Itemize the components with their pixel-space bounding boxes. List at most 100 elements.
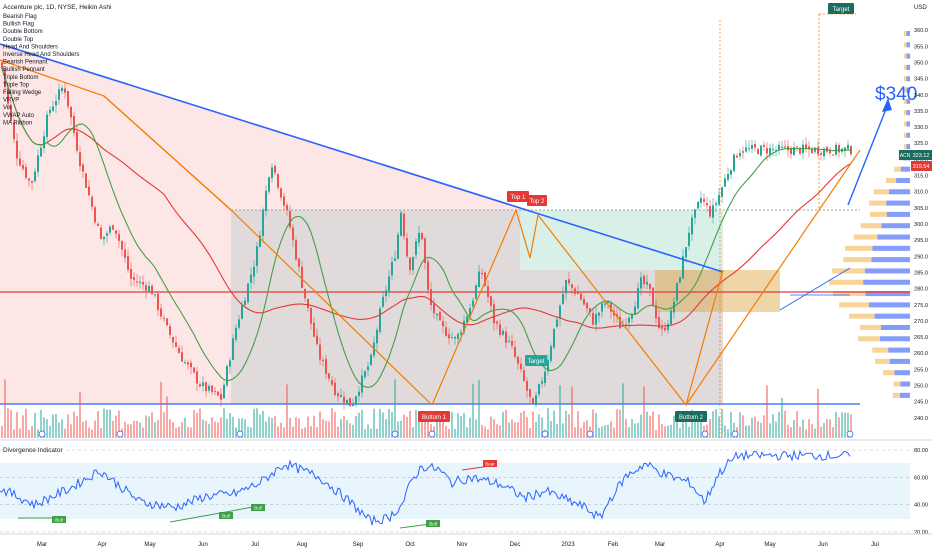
candle-body <box>130 268 132 279</box>
symbol-title: Accenture plc, 1D, NYSE, Heikin Ashi <box>3 4 111 11</box>
legend-item[interactable]: VRVP <box>3 98 19 104</box>
volume-bar <box>670 424 672 438</box>
candle-body <box>694 209 696 218</box>
event-marker[interactable] <box>116 430 124 438</box>
price-tick: 300.0 <box>914 222 928 228</box>
oscillator-levels <box>0 449 910 533</box>
candle-body <box>625 324 627 326</box>
ticker-badge-text: ACN <box>900 153 911 159</box>
candle-body <box>454 337 456 339</box>
volume-bar <box>460 415 462 438</box>
volume-bar <box>106 409 108 438</box>
descending-trendline <box>0 43 724 273</box>
volume-bar <box>217 422 219 438</box>
candle-body <box>34 171 36 182</box>
candle-body <box>355 396 357 404</box>
legend-item[interactable]: Bearish Pennant <box>3 60 48 66</box>
volume-bar <box>844 412 846 438</box>
volume-bar <box>247 426 249 438</box>
event-marker[interactable] <box>731 430 739 438</box>
time-tick: 2023 <box>561 542 575 548</box>
profile-row-down <box>904 144 907 150</box>
legend-item[interactable]: VWAP Auto <box>3 113 35 119</box>
candle-body <box>643 275 645 285</box>
profile-row-down <box>860 223 882 229</box>
volume-bar <box>613 427 615 438</box>
candle-body <box>733 154 735 171</box>
volume-bar <box>421 418 423 438</box>
legend-item[interactable]: Bullish Pennant <box>3 67 45 73</box>
volume-bar <box>7 408 9 438</box>
volume-bar <box>340 419 342 438</box>
oscillator-line <box>0 449 851 526</box>
legend-item[interactable]: Bullish Flag <box>3 22 34 28</box>
volume-bar <box>550 421 552 438</box>
candle-body <box>142 281 144 285</box>
profile-row-up <box>906 132 910 138</box>
profile-row-up <box>880 324 910 331</box>
legend-item[interactable]: Triple Top <box>3 82 30 88</box>
event-marker[interactable] <box>846 430 854 438</box>
candle-body <box>793 147 795 156</box>
volume-bar <box>142 427 144 438</box>
legend-item[interactable]: MA Ribbon <box>3 120 32 126</box>
time-tick: Jun <box>198 542 208 548</box>
event-marker[interactable] <box>236 430 244 438</box>
candle-body <box>115 230 117 234</box>
event-marker[interactable] <box>586 430 594 438</box>
legend-item[interactable]: Double Bottom <box>3 29 43 35</box>
legend-item[interactable]: Vol <box>3 105 11 111</box>
volume-bar <box>799 426 801 438</box>
candle-body <box>295 240 297 260</box>
price-axis[interactable]: USD 240.0 245.0 250.0 255.0 260.0 265.0 270.0 2… <box>914 5 928 422</box>
legend-item[interactable]: Bearish Flag <box>3 14 37 20</box>
legend-item[interactable]: Head And Shoulders <box>3 44 58 50</box>
candle-body <box>595 314 597 325</box>
event-marker[interactable] <box>428 430 436 438</box>
projection-arrow-head <box>882 98 892 112</box>
volume-bar <box>757 421 759 438</box>
candle-body <box>451 337 453 339</box>
candle-body <box>256 246 258 266</box>
time-axis[interactable]: Mar Apr May Jun Jul Aug Sep Oct Nov Dec 2023 Feb Mar… <box>37 542 879 548</box>
volume-bar <box>517 422 519 438</box>
event-marker[interactable] <box>701 430 709 438</box>
volume-bar <box>388 408 390 438</box>
profile-row-down <box>845 245 873 251</box>
event-marker[interactable] <box>38 430 46 438</box>
legend-item[interactable]: Double Top <box>3 37 34 43</box>
bear-badge-1: Bear <box>485 462 495 467</box>
volume-bar <box>685 411 687 438</box>
volume-bar <box>586 420 588 438</box>
event-marker[interactable] <box>541 430 549 438</box>
volume-bar <box>646 411 648 438</box>
volume-bar <box>490 416 492 438</box>
profile-row-down <box>904 98 907 104</box>
candle-body <box>472 300 474 307</box>
volume-bar <box>811 424 813 438</box>
candle-body <box>79 152 81 167</box>
volume-bar <box>145 415 147 438</box>
candle-body <box>109 226 111 233</box>
legend-item[interactable]: Triple Bottom <box>3 75 38 81</box>
candle-body <box>394 258 396 261</box>
candle-body <box>541 381 543 384</box>
time-tick: Oct <box>405 542 415 548</box>
candle-body <box>307 298 309 308</box>
candle-body <box>469 308 471 318</box>
volume-bar <box>295 417 297 438</box>
candle-body <box>58 89 60 100</box>
price-tick: 275.0 <box>914 303 928 309</box>
volume-bar <box>289 418 291 438</box>
candle-body <box>298 258 300 267</box>
legend-item[interactable]: Falling Wedge <box>3 90 42 96</box>
volume-bar <box>205 420 207 438</box>
volume-bar <box>691 409 693 438</box>
time-tick: May <box>764 542 775 548</box>
event-marker[interactable] <box>391 430 399 438</box>
legend-item[interactable]: Inverse Head And Shoulders <box>3 52 79 58</box>
time-tick: Jul <box>251 542 259 548</box>
volume-bar <box>40 409 42 438</box>
candle-body <box>427 261 429 291</box>
